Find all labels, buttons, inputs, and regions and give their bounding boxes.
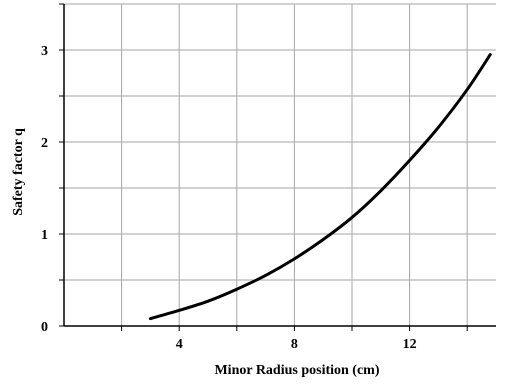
axes xyxy=(59,3,496,331)
x-tick-label: 8 xyxy=(291,337,298,352)
y-tick-label: 3 xyxy=(41,44,48,59)
x-axis-label: Minor Radius position (cm) xyxy=(214,363,379,378)
y-tick-label: 2 xyxy=(41,136,48,151)
x-tick-label: 4 xyxy=(176,337,183,352)
y-axis-label: Safety factor q xyxy=(11,128,26,216)
y-tick-label: 0 xyxy=(41,320,48,335)
grid-lines xyxy=(64,3,496,326)
x-tick-label: 12 xyxy=(403,337,417,352)
series-line xyxy=(148,53,492,321)
y-tick-label: 1 xyxy=(41,228,48,243)
series-layer xyxy=(148,53,492,321)
